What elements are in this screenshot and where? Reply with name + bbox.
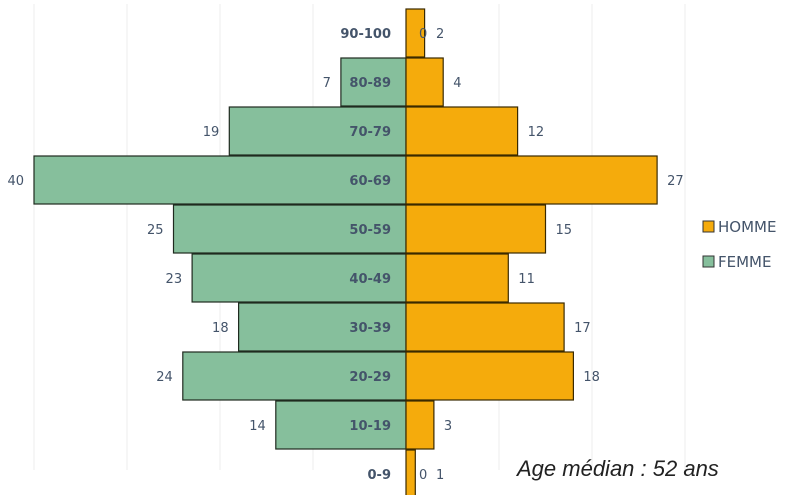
bar-homme bbox=[405, 8, 426, 58]
data-label-femme: 23 bbox=[166, 272, 183, 287]
data-label-homme: 15 bbox=[556, 223, 573, 238]
data-label-femme: 7 bbox=[323, 76, 331, 91]
data-label-homme: 3 bbox=[444, 419, 452, 434]
data-label-femme: 18 bbox=[212, 321, 229, 336]
data-label-homme: 17 bbox=[574, 321, 591, 336]
data-label-femme: 24 bbox=[156, 370, 173, 385]
category-label: 50-59 bbox=[349, 223, 391, 238]
bar-homme bbox=[405, 302, 565, 352]
legend-label: FEMME bbox=[718, 253, 771, 271]
category-label: 30-39 bbox=[349, 321, 391, 336]
bar-homme bbox=[405, 253, 509, 303]
bar-homme bbox=[405, 106, 519, 156]
bar-femme bbox=[182, 351, 407, 401]
bar-homme bbox=[405, 400, 435, 450]
bar-homme bbox=[405, 155, 658, 205]
data-label-femme: 25 bbox=[147, 223, 164, 238]
bars bbox=[33, 8, 658, 495]
data-label-femme: 0 bbox=[419, 468, 427, 483]
category-label: 20-29 bbox=[349, 370, 391, 385]
category-label: 60-69 bbox=[349, 174, 391, 189]
bar-femme bbox=[33, 155, 407, 205]
data-label-homme: 18 bbox=[583, 370, 600, 385]
category-label: 10-19 bbox=[349, 419, 391, 434]
legend-swatch bbox=[702, 255, 715, 268]
category-label: 0-9 bbox=[368, 468, 392, 483]
bar-femme bbox=[172, 204, 407, 254]
legend-label: HOMME bbox=[718, 218, 776, 236]
data-label-homme: 4 bbox=[453, 76, 461, 91]
data-label-femme: 40 bbox=[7, 174, 24, 189]
data-label-homme: 11 bbox=[518, 272, 535, 287]
data-label-homme: 2 bbox=[436, 27, 444, 42]
data-label-femme: 14 bbox=[249, 419, 266, 434]
bar-homme bbox=[405, 204, 547, 254]
bar-homme bbox=[405, 57, 444, 107]
category-label: 40-49 bbox=[349, 272, 391, 287]
bar-femme bbox=[275, 400, 407, 450]
legend-swatch bbox=[702, 220, 715, 233]
bar-femme bbox=[228, 106, 407, 156]
bar-femme bbox=[191, 253, 407, 303]
category-label: 90-100 bbox=[340, 27, 391, 42]
data-label-homme: 27 bbox=[667, 174, 684, 189]
bar-homme bbox=[405, 351, 574, 401]
legend: HOMME FEMME bbox=[702, 218, 776, 271]
category-label: 70-79 bbox=[349, 125, 391, 140]
bar-homme bbox=[405, 449, 416, 495]
bar-femme bbox=[238, 302, 407, 352]
data-label-femme: 19 bbox=[203, 125, 220, 140]
category-label: 80-89 bbox=[349, 76, 391, 91]
median-age-note: Age médian : 52 ans bbox=[517, 456, 719, 481]
data-label-homme: 12 bbox=[528, 125, 545, 140]
data-label-homme: 1 bbox=[436, 468, 444, 483]
data-label-femme: 0 bbox=[419, 27, 427, 42]
